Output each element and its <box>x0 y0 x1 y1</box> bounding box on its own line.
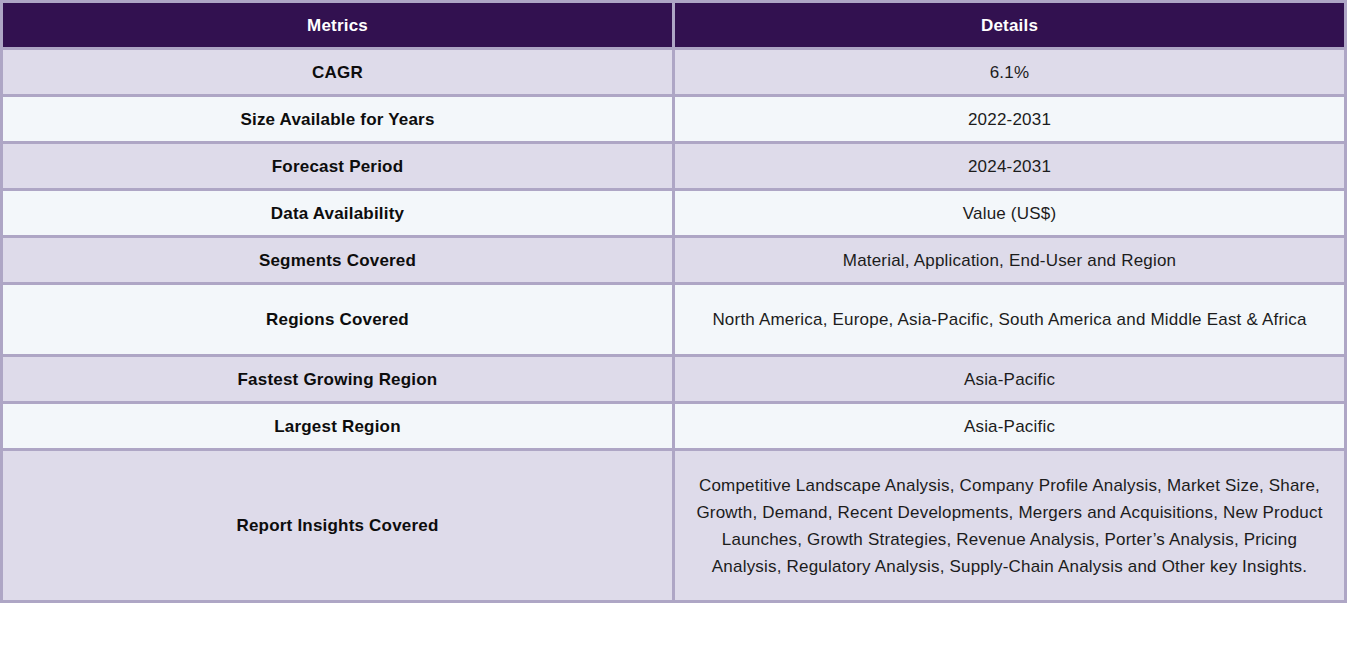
header-row: Metrics Details <box>2 2 1346 49</box>
table-row: Report Insights Covered Competitive Land… <box>2 450 1346 602</box>
page: Metrics Details CAGR 6.1% Size Available… <box>0 0 1350 670</box>
detail-cell: Competitive Landscape Analysis, Company … <box>674 450 1346 602</box>
detail-cell: Asia-Pacific <box>674 403 1346 450</box>
metric-cell: Size Available for Years <box>2 96 674 143</box>
detail-cell: 2022-2031 <box>674 96 1346 143</box>
table-row: Data Availability Value (US$) <box>2 190 1346 237</box>
table-row: Size Available for Years 2022-2031 <box>2 96 1346 143</box>
table-header: Metrics Details <box>2 2 1346 49</box>
metric-cell: Data Availability <box>2 190 674 237</box>
metric-cell: Largest Region <box>2 403 674 450</box>
metric-cell: Report Insights Covered <box>2 450 674 602</box>
detail-cell: North America, Europe, Asia-Pacific, Sou… <box>674 284 1346 356</box>
metric-cell: Regions Covered <box>2 284 674 356</box>
table-row: Fastest Growing Region Asia-Pacific <box>2 356 1346 403</box>
table-row: Forecast Period 2024-2031 <box>2 143 1346 190</box>
header-cell-details: Details <box>674 2 1346 49</box>
metric-cell: CAGR <box>2 49 674 96</box>
detail-cell: 2024-2031 <box>674 143 1346 190</box>
detail-cell: Material, Application, End-User and Regi… <box>674 237 1346 284</box>
table-row: Regions Covered North America, Europe, A… <box>2 284 1346 356</box>
detail-cell: 6.1% <box>674 49 1346 96</box>
header-cell-metrics: Metrics <box>2 2 674 49</box>
detail-cell: Asia-Pacific <box>674 356 1346 403</box>
report-scope-table: Metrics Details CAGR 6.1% Size Available… <box>0 0 1347 603</box>
table-body: CAGR 6.1% Size Available for Years 2022-… <box>2 49 1346 602</box>
table-row: CAGR 6.1% <box>2 49 1346 96</box>
table-row: Largest Region Asia-Pacific <box>2 403 1346 450</box>
metric-cell: Segments Covered <box>2 237 674 284</box>
metric-cell: Forecast Period <box>2 143 674 190</box>
metric-cell: Fastest Growing Region <box>2 356 674 403</box>
detail-cell: Value (US$) <box>674 190 1346 237</box>
table-row: Segments Covered Material, Application, … <box>2 237 1346 284</box>
